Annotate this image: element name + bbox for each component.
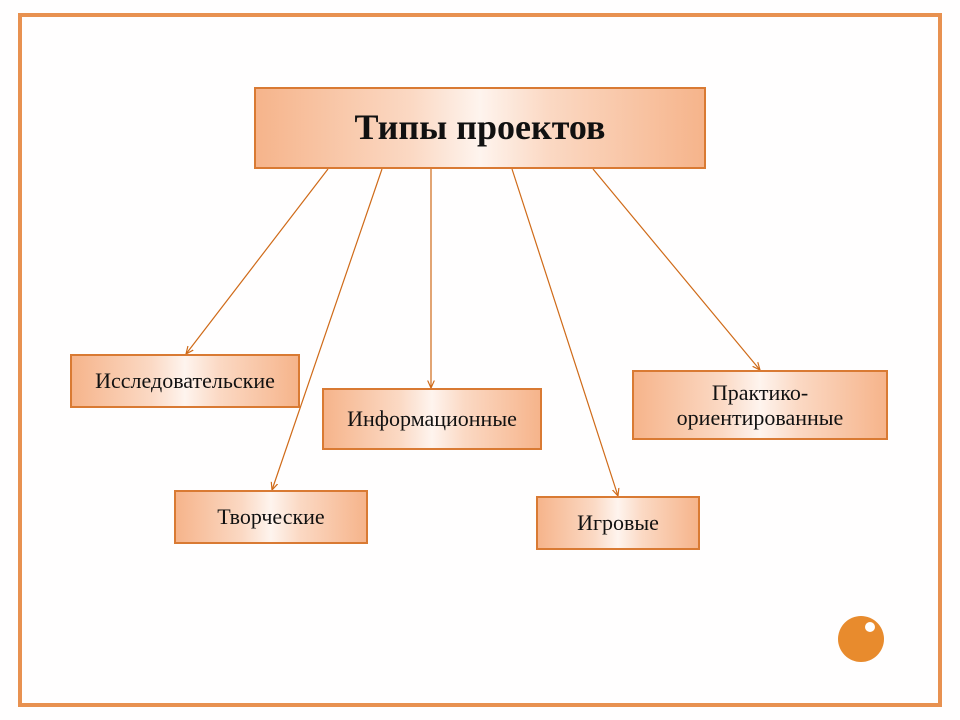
leaf-issled: Исследовательские xyxy=(70,354,300,408)
leaf-label: Практико-ориентированные xyxy=(642,380,878,431)
leaf-label: Исследовательские xyxy=(95,368,275,393)
leaf-prakt: Практико-ориентированные xyxy=(632,370,888,440)
corner-dot-inner-icon xyxy=(865,622,875,632)
leaf-label: Информационные xyxy=(347,406,517,431)
root-label: Типы проектов xyxy=(355,107,606,148)
leaf-label: Творческие xyxy=(217,504,324,529)
corner-dot-icon xyxy=(838,616,884,662)
leaf-inform: Информационные xyxy=(322,388,542,450)
root-node: Типы проектов xyxy=(254,87,706,169)
leaf-igrov: Игровые xyxy=(536,496,700,550)
leaf-tvorch: Творческие xyxy=(174,490,368,544)
diagram-stage: Типы проектов Исследовательские Информац… xyxy=(0,0,960,720)
leaf-label: Игровые xyxy=(577,510,659,535)
